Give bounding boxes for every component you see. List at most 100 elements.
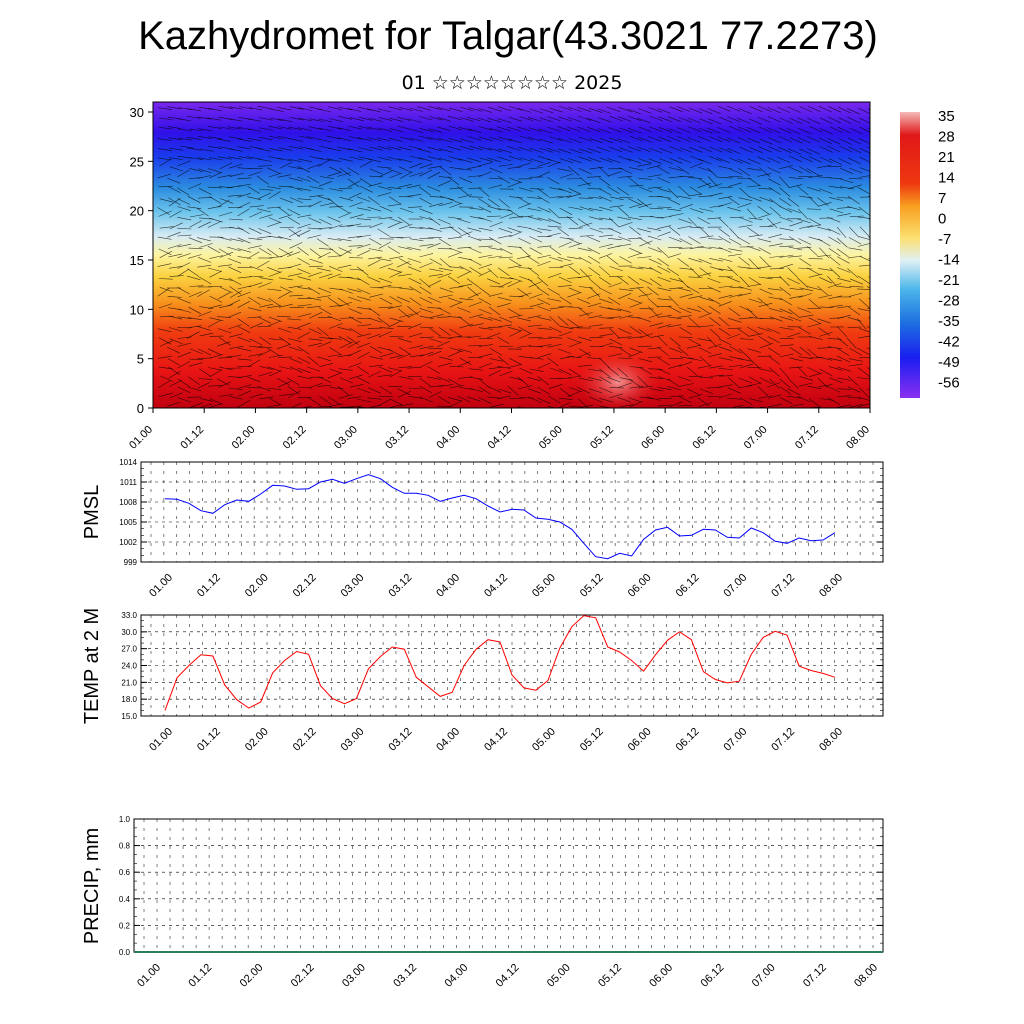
wind-barb xyxy=(537,162,551,167)
wind-barb xyxy=(297,246,309,256)
wind-barb xyxy=(437,117,452,122)
wind-barb xyxy=(288,229,302,238)
wind-barb xyxy=(788,184,803,189)
wind-barb xyxy=(327,396,341,405)
wind-barb xyxy=(258,165,273,167)
wind-barb xyxy=(629,266,644,270)
wind-barb xyxy=(599,276,611,286)
wind-barb xyxy=(207,186,222,189)
wind-barb xyxy=(297,205,312,207)
wind-barb xyxy=(657,287,672,292)
wind-barb xyxy=(739,217,753,223)
temp-xtick-label: 05.00 xyxy=(530,726,558,754)
colorbar-label: -14 xyxy=(938,252,960,269)
wind-barb xyxy=(859,167,870,172)
wind-barb xyxy=(348,308,362,315)
wind-barb xyxy=(748,196,762,202)
wind-barb xyxy=(557,227,570,237)
wind-barb xyxy=(657,216,672,219)
wind-barb xyxy=(607,171,622,177)
wind-barb xyxy=(818,294,833,299)
wind-barb xyxy=(759,225,774,228)
wind-barb xyxy=(547,126,561,132)
wind-barb xyxy=(429,327,441,337)
wind-barb xyxy=(419,128,434,133)
wind-barb xyxy=(759,196,773,203)
wind-barb xyxy=(848,146,862,154)
wind-barb xyxy=(828,106,842,113)
wind-barb xyxy=(638,158,652,164)
wind-barb xyxy=(448,397,462,402)
wind-barb xyxy=(508,177,523,184)
wind-barb xyxy=(307,227,322,230)
wind-barb xyxy=(249,211,263,218)
wind-barb xyxy=(396,236,412,238)
wind-barb xyxy=(668,226,681,236)
wind-barb xyxy=(537,171,551,178)
wind-barb xyxy=(819,117,833,124)
wind-barb xyxy=(268,125,283,130)
wind-barb xyxy=(747,185,762,188)
wind-barb xyxy=(857,275,870,284)
wind-barb xyxy=(478,198,491,207)
wind-barb xyxy=(467,345,482,347)
wind-barb xyxy=(779,327,794,330)
wind-barb xyxy=(398,273,412,277)
wind-barb xyxy=(718,294,733,299)
wind-barb xyxy=(669,401,683,408)
wind-barb xyxy=(699,208,714,212)
wind-barb xyxy=(287,216,301,225)
wind-barb xyxy=(268,156,283,160)
wind-barb xyxy=(277,381,292,388)
wind-barb xyxy=(578,136,593,142)
wind-barb xyxy=(288,338,302,343)
wind-barb xyxy=(638,237,651,245)
wind-barb xyxy=(677,136,691,142)
wind-barb xyxy=(776,156,791,163)
wind-barb xyxy=(496,126,511,132)
wind-barb xyxy=(207,108,222,111)
wind-barb xyxy=(207,168,222,173)
wind-barb xyxy=(367,196,380,206)
wind-barb xyxy=(748,177,761,186)
wind-barb xyxy=(277,174,292,178)
wind-barb xyxy=(388,367,402,372)
wind-barb xyxy=(658,127,673,133)
wind-barb xyxy=(868,276,870,278)
wind-barb xyxy=(789,137,803,144)
wind-barb xyxy=(629,385,644,389)
wind-barb xyxy=(367,137,381,142)
wind-barb xyxy=(628,397,642,403)
wind-barb xyxy=(289,357,303,364)
wind-barb xyxy=(348,296,362,302)
wind-barb xyxy=(547,357,559,367)
wind-barb xyxy=(718,285,733,288)
wind-barb xyxy=(687,307,701,312)
wind-barb xyxy=(559,207,573,215)
wind-barb xyxy=(586,176,602,178)
wind-barb xyxy=(189,220,202,228)
wind-barb xyxy=(368,256,383,260)
heatmap-xtick-label: 01.12 xyxy=(178,424,206,452)
wind-barb xyxy=(437,307,451,315)
wind-barb xyxy=(629,325,642,335)
wind-barb xyxy=(549,367,564,373)
wind-barb xyxy=(337,354,352,358)
wind-barb xyxy=(189,285,204,287)
wind-barb xyxy=(698,376,713,379)
wind-barb xyxy=(379,352,394,358)
wind-barb xyxy=(187,108,202,112)
wind-barb xyxy=(399,207,414,213)
panel-ytick-label: 0.8 xyxy=(119,842,131,851)
wind-barb xyxy=(419,135,433,140)
wind-barb xyxy=(738,197,753,201)
heatmap-warm-spot xyxy=(576,352,660,408)
wind-barb xyxy=(568,341,583,348)
wind-barb xyxy=(209,369,222,378)
wind-barb xyxy=(786,128,801,135)
wind-barb xyxy=(667,267,680,276)
wind-barb xyxy=(468,247,482,254)
wind-barb xyxy=(807,286,821,291)
wind-barb xyxy=(538,128,552,134)
